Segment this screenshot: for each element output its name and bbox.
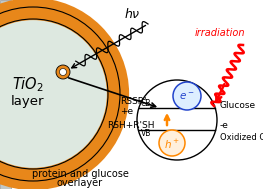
- Text: $h^+$: $h^+$: [164, 137, 180, 151]
- Text: RSSR': RSSR': [120, 98, 146, 106]
- Text: overlayer: overlayer: [57, 178, 103, 188]
- Text: layer: layer: [11, 95, 45, 108]
- Text: TiO$_2$: TiO$_2$: [12, 76, 44, 94]
- Text: irradiation: irradiation: [195, 28, 245, 38]
- Circle shape: [0, 18, 109, 170]
- Text: Oxidized Glucose: Oxidized Glucose: [220, 132, 263, 142]
- Text: VB: VB: [141, 129, 151, 139]
- Bar: [0, 0, 11, 189]
- Text: +e: +e: [120, 108, 133, 116]
- Text: Glucose: Glucose: [220, 101, 256, 111]
- Text: RSH+R'SH: RSH+R'SH: [107, 122, 154, 130]
- Circle shape: [59, 68, 67, 75]
- Circle shape: [56, 65, 70, 79]
- Text: CB: CB: [141, 99, 151, 108]
- Circle shape: [159, 130, 185, 156]
- Circle shape: [137, 80, 217, 160]
- Text: $h\nu$: $h\nu$: [124, 7, 140, 21]
- Text: -e: -e: [220, 121, 229, 129]
- Text: $e^-$: $e^-$: [179, 91, 195, 102]
- Circle shape: [173, 82, 201, 110]
- Text: protein and glucose: protein and glucose: [32, 169, 128, 179]
